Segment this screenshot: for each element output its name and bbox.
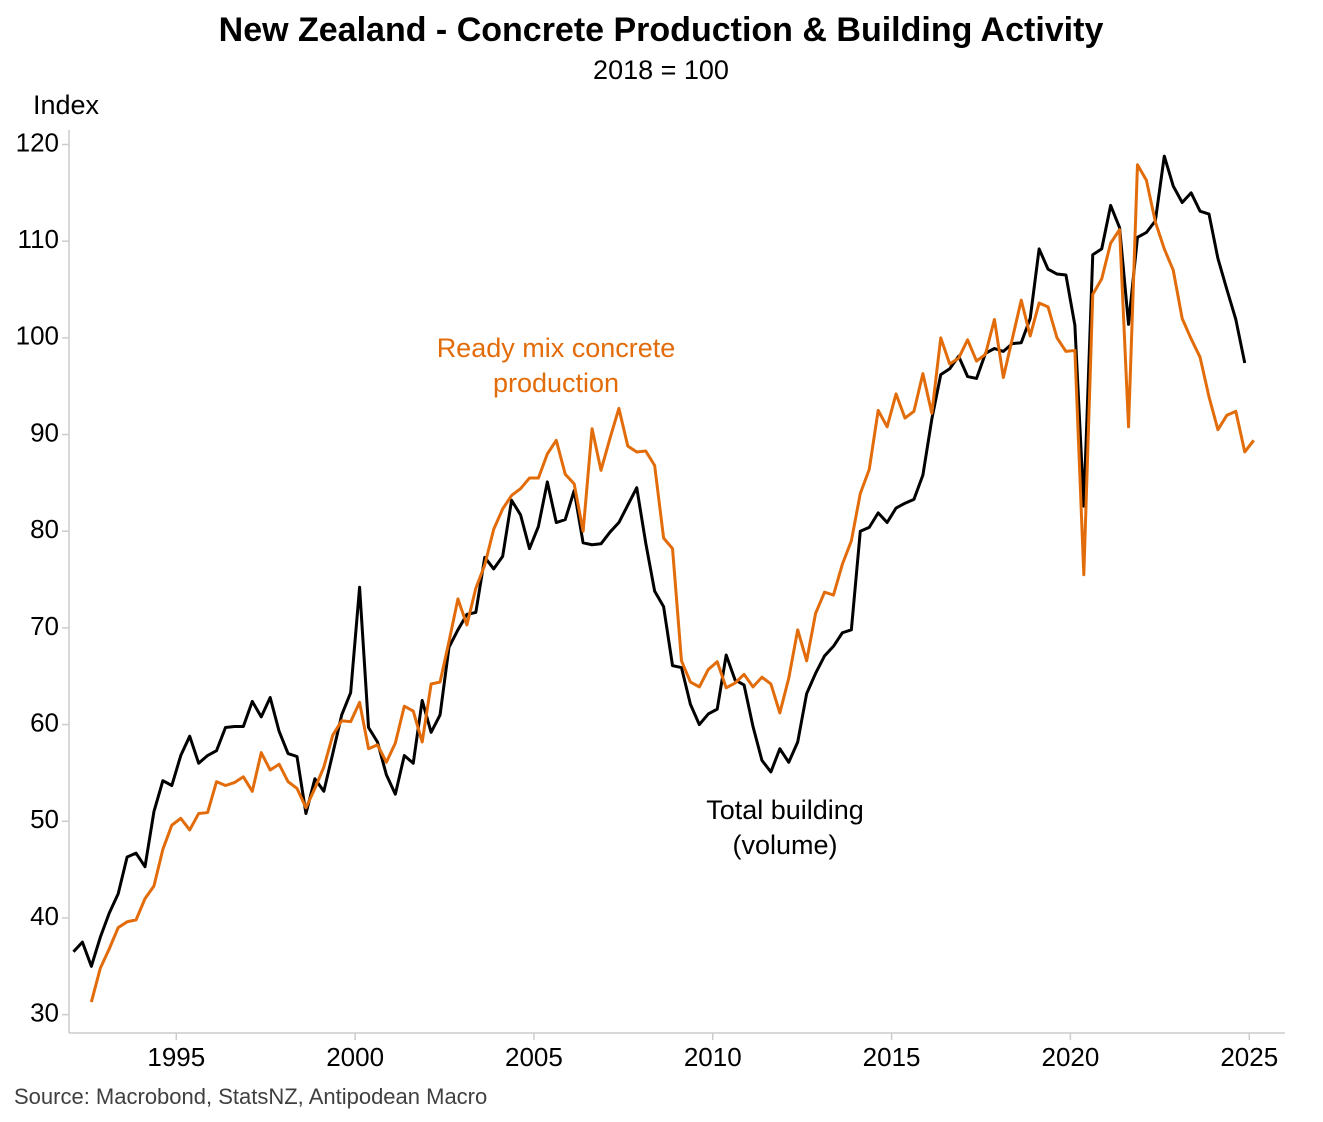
x-tick-label: 2020 [1041,1042,1099,1072]
x-tick-label: 2000 [326,1042,384,1072]
data-line [89,163,1255,1003]
annotation: production [493,368,619,398]
x-tick-label: 2025 [1220,1042,1278,1072]
y-tick-label: 70 [30,611,59,641]
y-tick-label: 50 [30,804,59,834]
chart-title: New Zealand - Concrete Production & Buil… [219,11,1104,49]
y-tick-label: 120 [16,127,59,157]
y-tick-label: 80 [30,514,59,544]
source-note: Source: Macrobond, StatsNZ, Antipodean M… [14,1084,487,1109]
x-tick-label: 2005 [505,1042,563,1072]
y-tick-label: 60 [30,707,59,737]
data-line [72,154,1247,968]
x-tick-label: 2010 [684,1042,742,1072]
y-tick-label: 30 [30,998,59,1028]
y-tick-label: 40 [30,901,59,931]
y-tick-label: 100 [16,321,59,351]
y-axis-label: Index [33,90,100,120]
chart-subtitle: 2018 = 100 [593,55,729,85]
annotation: Ready mix concrete [437,333,676,363]
y-tick-label: 90 [30,417,59,447]
annotation: (volume) [732,830,837,860]
x-tick-label: 1995 [147,1042,205,1072]
annotation: Total building [706,795,864,825]
x-tick-label: 2015 [863,1042,921,1072]
y-tick-label: 110 [18,224,59,254]
